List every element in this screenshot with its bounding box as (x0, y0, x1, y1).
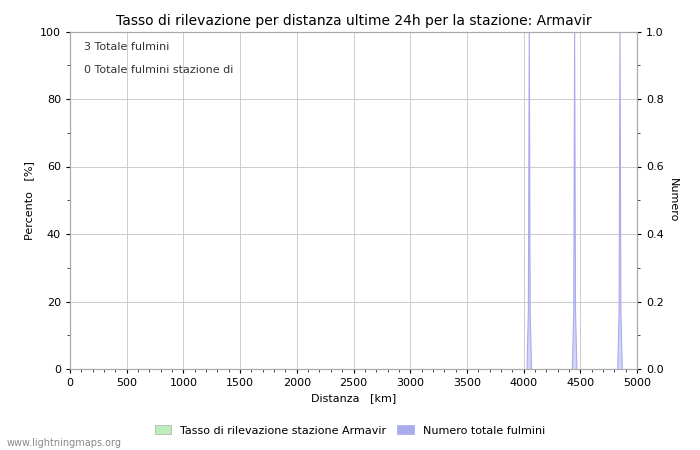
X-axis label: Distanza   [km]: Distanza [km] (311, 394, 396, 404)
Text: 0 Totale fulmini stazione di: 0 Totale fulmini stazione di (84, 65, 234, 75)
Title: Tasso di rilevazione per distanza ultime 24h per la stazione: Armavir: Tasso di rilevazione per distanza ultime… (116, 14, 592, 27)
Y-axis label: Percento   [%]: Percento [%] (25, 161, 34, 240)
Legend: Tasso di rilevazione stazione Armavir, Numero totale fulmini: Tasso di rilevazione stazione Armavir, N… (150, 421, 550, 440)
Polygon shape (527, 32, 531, 369)
Polygon shape (573, 32, 577, 369)
Polygon shape (617, 32, 622, 369)
Text: www.lightningmaps.org: www.lightningmaps.org (7, 438, 122, 448)
Text: 3 Totale fulmini: 3 Totale fulmini (84, 42, 169, 52)
Y-axis label: Numero: Numero (668, 178, 678, 222)
